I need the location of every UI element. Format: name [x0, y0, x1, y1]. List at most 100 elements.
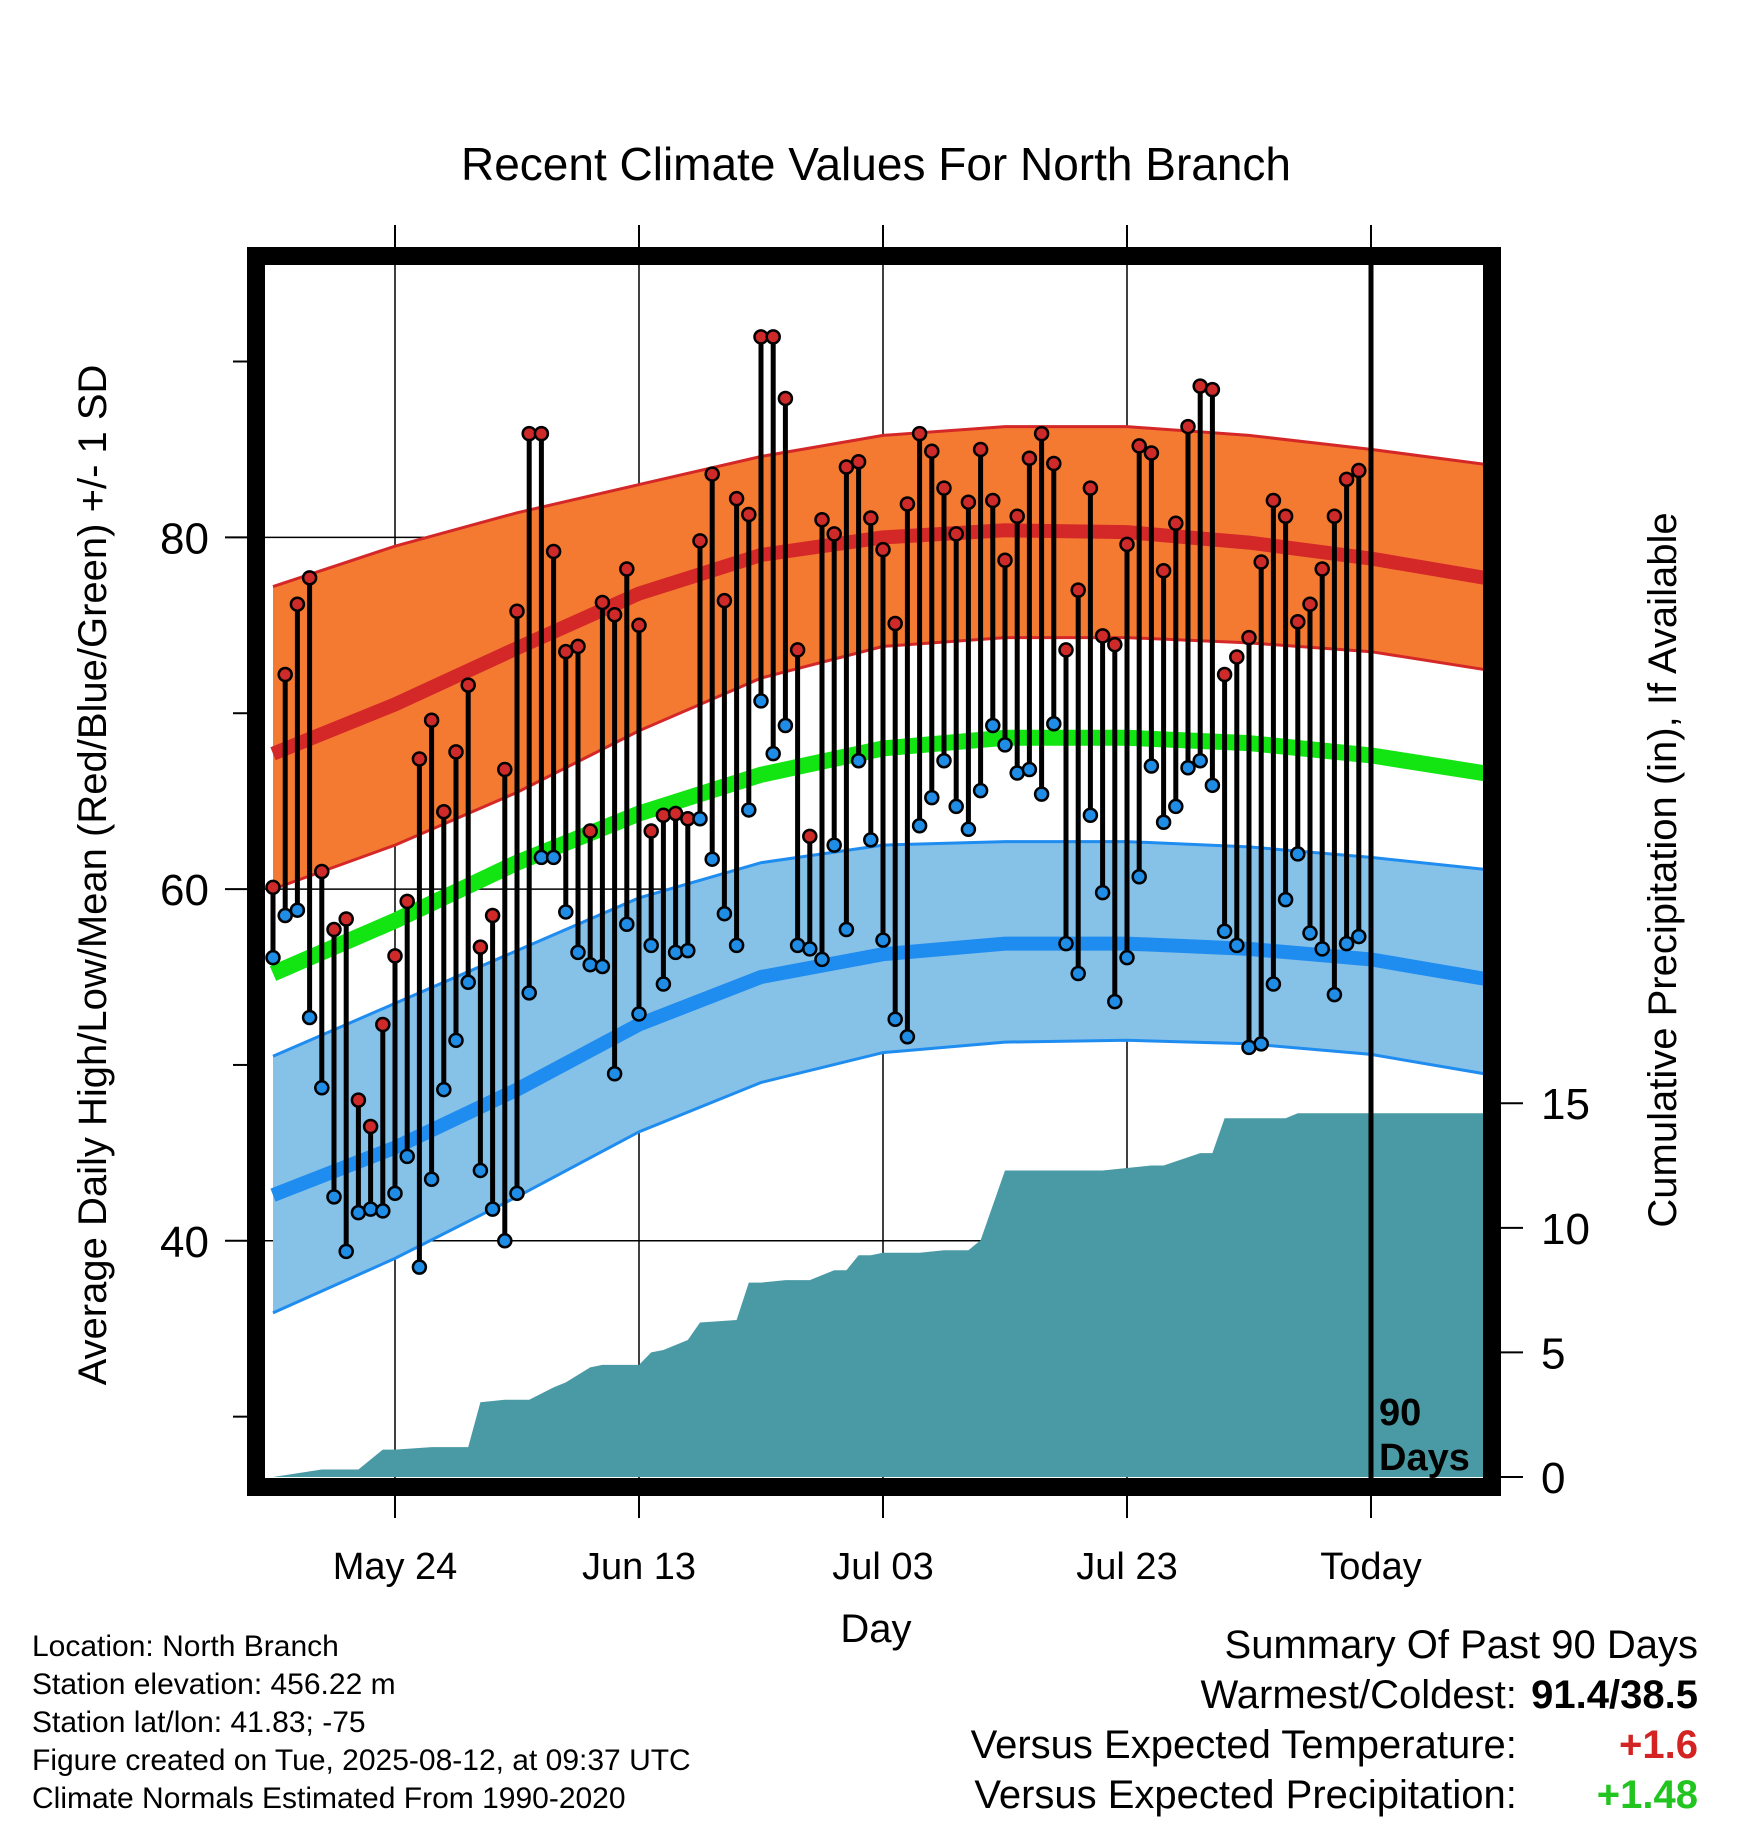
daily-high-point	[887, 615, 903, 632]
daily-low-point	[1131, 869, 1147, 885]
daily-high-point	[411, 751, 428, 767]
daily-low-point	[423, 1171, 440, 1187]
daily-high-point	[1338, 471, 1355, 488]
daily-high-point	[350, 1092, 367, 1108]
daily-low-point	[387, 1185, 403, 1202]
daily-low-point	[1253, 1036, 1269, 1052]
daily-low-point	[301, 1009, 318, 1026]
daily-low-point	[1180, 759, 1196, 776]
y2-tick-label: 5	[1541, 1329, 1565, 1378]
daily-low-point	[1168, 798, 1184, 815]
daily-low-point	[619, 916, 635, 933]
today-annotation: 90	[1379, 1392, 1421, 1434]
daily-low-point	[924, 789, 940, 806]
daily-low-point	[728, 937, 745, 954]
normals-text: Climate Normals Estimated From 1990-2020	[32, 1782, 626, 1815]
precip-anomaly-value: +1.48	[1596, 1773, 1698, 1817]
daily-low-point	[314, 1080, 330, 1096]
warm-cold-label: Warmest/Coldest:	[1200, 1673, 1517, 1717]
daily-low-point	[716, 905, 733, 922]
latlon-text: Station lat/lon: 41.83; -75	[32, 1706, 366, 1739]
daily-low-point	[265, 949, 281, 966]
daily-high-point	[1094, 628, 1111, 644]
daily-values-layer	[265, 329, 1367, 1275]
daily-high-point	[1021, 450, 1038, 466]
daily-low-point	[375, 1203, 391, 1219]
daily-low-point	[362, 1201, 379, 1217]
daily-low-point	[985, 717, 1001, 734]
daily-low-point	[1265, 976, 1282, 992]
daily-low-point	[1070, 965, 1086, 982]
daily-high-point	[1168, 515, 1184, 532]
daily-low-point	[777, 717, 794, 734]
daily-low-point	[875, 932, 891, 948]
daily-low-point	[558, 904, 574, 920]
daily-high-point	[533, 425, 550, 442]
daily-low-point	[1229, 937, 1245, 954]
daily-low-point	[899, 1029, 916, 1045]
daily-high-point	[765, 329, 781, 345]
daily-high-point	[448, 744, 464, 760]
daily-high-point	[997, 552, 1013, 568]
elevation-text: Station elevation: 456.22 m	[32, 1668, 396, 1701]
daily-high-point	[509, 603, 525, 619]
daily-high-point	[314, 863, 330, 880]
daily-high-point	[631, 617, 647, 634]
plot-border	[247, 247, 1501, 1496]
daily-low-point	[1155, 814, 1172, 831]
daily-low-point	[570, 944, 586, 961]
daily-high-point	[728, 490, 745, 507]
x-axis-label: Day	[840, 1607, 911, 1651]
daily-low-point	[1326, 986, 1343, 1003]
daily-low-point	[1302, 925, 1318, 941]
daily-high-point	[863, 510, 879, 526]
daily-low-point	[1033, 786, 1050, 802]
station-info: Location: North Branch Station elevation…	[32, 1628, 691, 1818]
daily-high-point	[594, 594, 611, 611]
daily-low-point	[692, 810, 708, 827]
daily-high-point	[875, 541, 891, 558]
warm-cold-row: Warmest/Coldest: 91.4/38.5	[971, 1670, 1699, 1720]
daily-low-point	[948, 798, 964, 815]
daily-high-point	[472, 939, 489, 955]
daily-low-point	[631, 1006, 647, 1022]
daily-high-point	[741, 506, 757, 523]
daily-low-point	[997, 737, 1013, 753]
daily-high-point	[838, 459, 855, 475]
chart-title: Recent Climate Values For North Branch	[461, 138, 1291, 190]
daily-high-point	[692, 533, 708, 549]
y-tick-label: 80	[160, 514, 209, 563]
daily-low-point	[448, 1032, 464, 1049]
low-sd-band-lower-edge	[272, 1038, 1492, 1315]
daily-low-point	[972, 782, 989, 799]
daily-high-point	[899, 496, 916, 512]
daily-low-point	[1314, 941, 1330, 957]
y-axis-label: Average Daily High/Low/Mean (Red/Blue/Gr…	[71, 365, 115, 1386]
x-tick-label: Jul 23	[1076, 1546, 1177, 1588]
temp-anomaly-label: Versus Expected Temperature:	[970, 1723, 1517, 1767]
daily-low-point	[436, 1081, 452, 1098]
high-sd-band-upper-edge	[272, 425, 1492, 589]
summary-panel: Summary Of Past 90 Days Warmest/Coldest:…	[971, 1620, 1698, 1820]
daily-high-point	[924, 443, 940, 459]
daily-high-point	[1155, 563, 1172, 579]
daily-low-point	[814, 951, 830, 968]
daily-high-point	[1143, 445, 1160, 461]
y2-tick-label: 15	[1541, 1080, 1590, 1129]
daily-low-point	[606, 1065, 623, 1082]
daily-high-point	[375, 1016, 391, 1033]
daily-low-point	[1290, 846, 1306, 862]
daily-low-point	[960, 821, 977, 838]
daily-high-point	[1180, 418, 1196, 435]
daily-high-point	[1229, 649, 1245, 665]
y2-tick-label: 0	[1541, 1454, 1565, 1503]
daily-high-point	[1131, 438, 1147, 454]
daily-low-point	[1216, 923, 1233, 940]
daily-high-point	[936, 480, 952, 496]
daily-high-point	[814, 512, 830, 528]
daily-high-point	[777, 390, 794, 407]
daily-high-point	[667, 805, 684, 822]
daily-high-point	[1082, 480, 1099, 496]
daily-low-point	[460, 974, 476, 991]
